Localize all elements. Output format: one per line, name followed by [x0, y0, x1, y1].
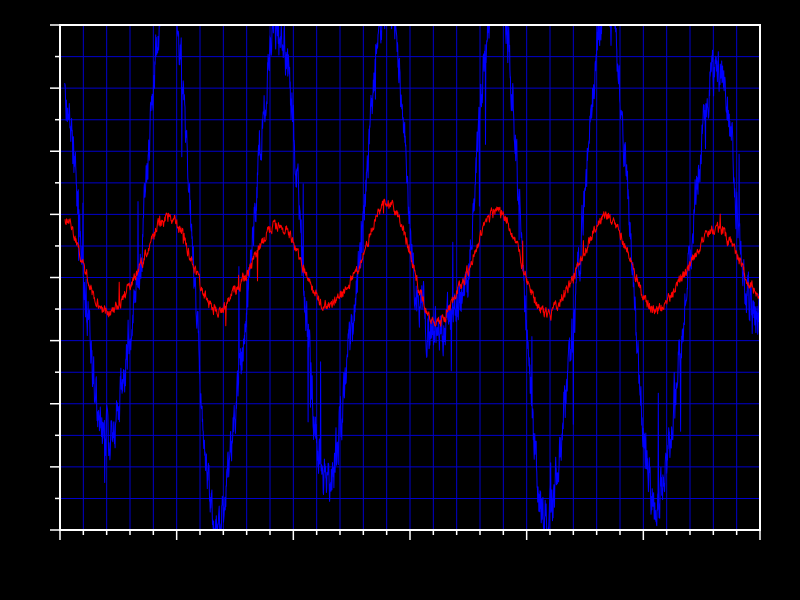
timeseries-chart: [0, 0, 800, 600]
chart-container: [0, 0, 800, 600]
